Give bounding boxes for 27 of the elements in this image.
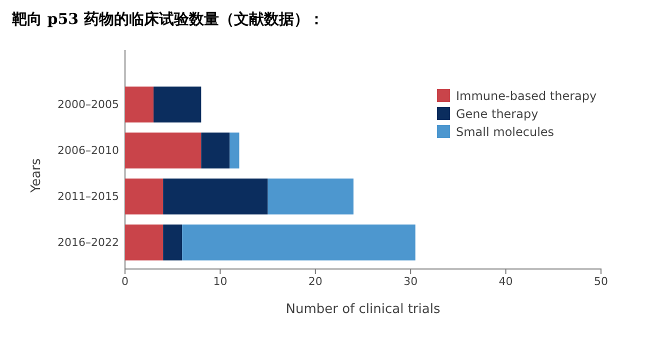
bar: [230, 132, 240, 168]
bar: [125, 178, 164, 214]
x-tick-label: 20: [308, 274, 322, 288]
bar: [125, 86, 154, 122]
chart-title: 靶向 p53 药物的临床试验数量（文献数据）：: [11, 10, 324, 28]
y-tick-label: 2006–2010: [58, 144, 119, 158]
x-tick-label: 10: [213, 274, 228, 288]
x-axis-title: Number of clinical trials: [286, 302, 440, 317]
bar: [163, 178, 268, 214]
y-tick-label: 2011–2015: [58, 190, 119, 204]
bar: [163, 224, 182, 260]
bar: [201, 132, 230, 168]
x-tick-label: 0: [122, 274, 128, 288]
x-tick-label: 50: [594, 274, 608, 288]
bar: [125, 224, 164, 260]
legend-label: Gene therapy: [456, 107, 538, 121]
bar: [268, 178, 354, 214]
x-tick-label: 30: [404, 274, 418, 288]
bar: [182, 224, 416, 260]
x-tick-label: 40: [498, 274, 513, 288]
legend-label: Small molecules: [456, 125, 554, 139]
y-tick-label: 2016–2022: [58, 236, 119, 249]
y-axis-title: Years: [29, 158, 44, 194]
y-tick-label: 2000–2005: [58, 98, 119, 112]
bar: [125, 132, 202, 168]
legend-label: Immune-based therapy: [456, 89, 597, 103]
bar: [154, 86, 202, 122]
